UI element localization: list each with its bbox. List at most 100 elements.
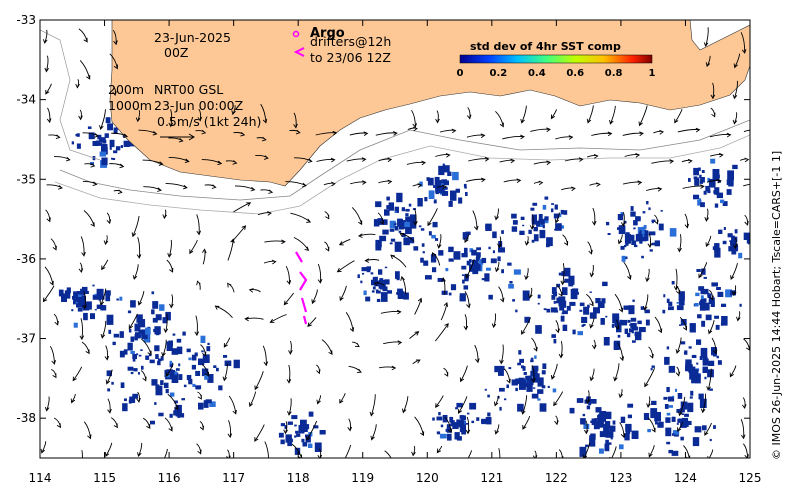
current-arrow	[709, 152, 724, 158]
sst-patch	[499, 387, 505, 392]
sst-patch	[717, 291, 724, 297]
sst-patch	[684, 413, 689, 417]
current-arrow	[591, 207, 597, 226]
sst-patch	[530, 359, 534, 363]
sst-patch	[108, 329, 112, 334]
current-arrow	[324, 241, 330, 252]
sst-patch	[457, 251, 460, 253]
sst-patch	[713, 425, 716, 429]
coastal-contour	[40, 29, 101, 161]
sst-patch	[384, 209, 390, 216]
current-arrow	[707, 449, 714, 458]
sst-patch	[461, 274, 465, 276]
current-arrow	[197, 391, 202, 400]
sst-patch	[511, 226, 518, 232]
current-arrow	[228, 395, 237, 415]
current-arrow	[681, 158, 693, 164]
current-arrow	[263, 259, 277, 265]
sst-patch	[607, 442, 612, 445]
sst-patch	[403, 292, 409, 300]
current-arrow	[617, 342, 625, 362]
sst-patch	[594, 420, 597, 425]
sst-patch	[417, 198, 423, 207]
sst-patch	[444, 186, 448, 190]
current-arrow	[444, 416, 453, 434]
current-arrow	[651, 159, 675, 164]
sst-patch	[601, 298, 606, 304]
sst-patch	[710, 301, 715, 307]
sst-patch	[678, 291, 685, 301]
sst-patch	[294, 447, 301, 455]
sst-patch	[605, 315, 608, 318]
current-arrow	[287, 398, 292, 416]
sst-patch	[453, 251, 461, 260]
sst-patch	[597, 301, 605, 308]
sst-patch	[166, 341, 173, 351]
sst-patch	[78, 294, 82, 297]
sst-patch	[666, 441, 671, 445]
sst-patch	[150, 420, 155, 425]
sst-patch	[455, 407, 459, 410]
sst-patch	[559, 300, 567, 308]
sst-patch	[687, 402, 694, 413]
x-tick-label: 123	[609, 471, 632, 485]
sst-patch	[600, 318, 605, 325]
sst-patch	[376, 298, 381, 302]
current-arrow	[584, 420, 589, 435]
sst-patch	[690, 371, 698, 377]
current-arrow	[143, 186, 162, 192]
sst-patch	[127, 310, 132, 314]
current-arrow	[400, 275, 407, 295]
sst-patch	[487, 412, 491, 417]
sst-patch	[521, 365, 524, 369]
current-arrow	[293, 112, 298, 129]
argo-track-icon	[293, 47, 305, 57]
current-arrow	[732, 112, 738, 125]
sst-patch	[629, 328, 633, 333]
sst-patch	[519, 358, 524, 363]
sst-patch	[620, 245, 625, 250]
sst-patch	[499, 406, 502, 411]
sst-patch	[403, 237, 410, 246]
current-arrow	[167, 239, 172, 258]
sst-patch	[605, 411, 612, 420]
sst-patch	[138, 336, 141, 339]
sst-patch	[541, 370, 546, 375]
sst-patch	[122, 403, 128, 412]
current-arrow	[345, 312, 355, 333]
sst-patch	[641, 255, 644, 259]
sst-patch	[213, 365, 217, 368]
sst-patch	[731, 236, 738, 243]
sst-patch	[725, 289, 732, 298]
colorbar-tick-label: 0.6	[566, 68, 584, 79]
sst-patch	[140, 349, 143, 351]
current-arrow	[260, 189, 274, 194]
sst-patch	[662, 309, 666, 314]
sst-patch	[720, 199, 725, 204]
sst-patch	[631, 430, 639, 439]
current-arrow	[498, 448, 501, 458]
current-arrow	[589, 368, 595, 382]
sst-patch	[532, 373, 540, 383]
sst-patch	[589, 435, 594, 441]
sst-patch	[569, 301, 576, 306]
sst-patch	[716, 287, 721, 290]
sst-patch	[97, 142, 102, 146]
sst-patch	[714, 203, 719, 208]
sst-patch	[432, 221, 438, 228]
current-arrow	[494, 424, 500, 435]
sst-patch	[370, 272, 374, 275]
current-arrow	[591, 131, 613, 137]
sst-patch	[450, 284, 457, 291]
sst-patch	[132, 359, 136, 362]
sst-patch	[129, 396, 136, 403]
sst-patch	[101, 157, 108, 166]
sst-patch	[631, 240, 637, 245]
sst-patch	[730, 240, 736, 246]
current-arrow	[533, 160, 552, 166]
sst-patch	[730, 244, 736, 250]
sst-patch	[693, 194, 700, 200]
sst-patch	[703, 276, 707, 279]
x-tick-label: 121	[480, 471, 503, 485]
sst-patch	[694, 303, 699, 307]
